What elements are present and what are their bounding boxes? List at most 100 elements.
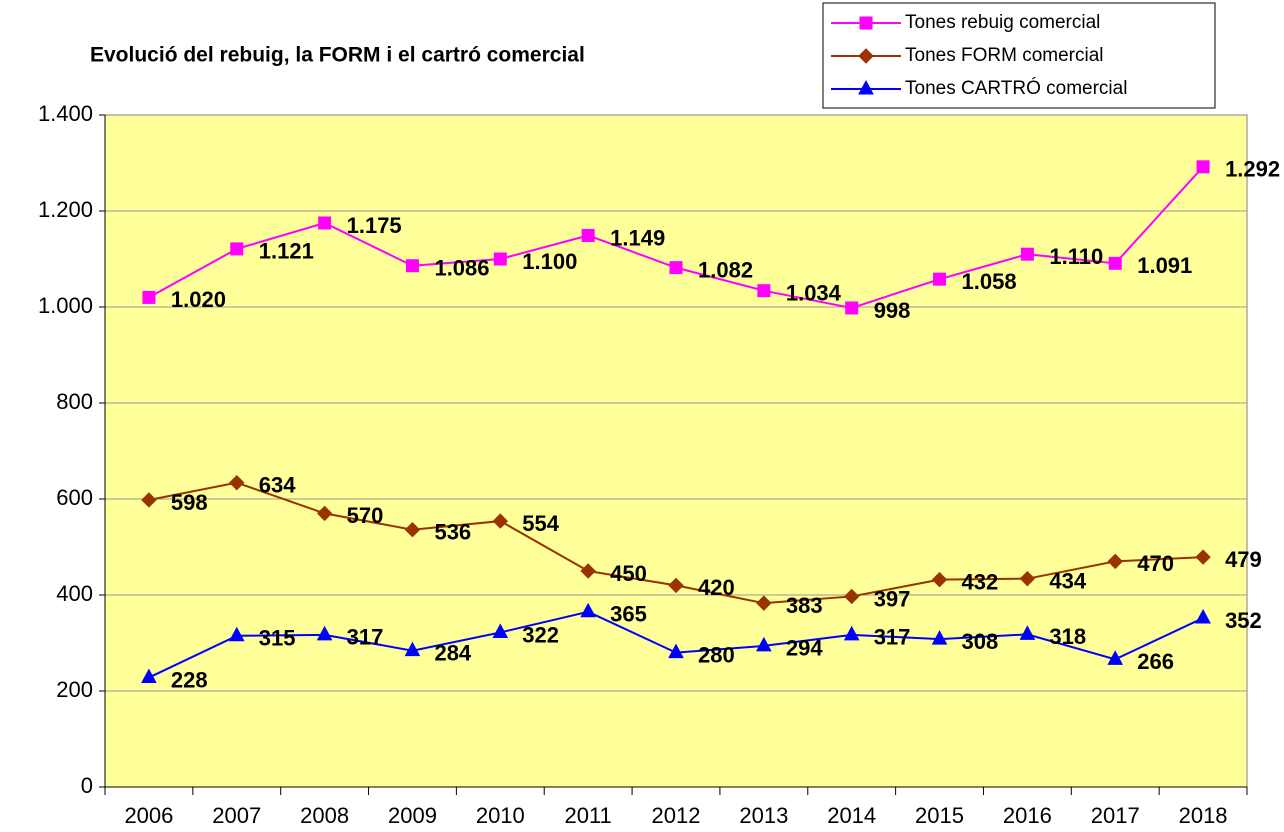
data-point [756, 595, 772, 611]
data-point [931, 571, 948, 588]
x-tick-label: 2013 [739, 803, 788, 828]
data-label: 352 [1225, 608, 1262, 633]
data-point [492, 513, 509, 529]
y-tick-label: 0 [81, 773, 93, 798]
legend-label: Tones FORM comercial [905, 45, 1104, 66]
data-point [230, 242, 244, 256]
data-label: 1.082 [698, 257, 753, 282]
data-point [1108, 256, 1122, 270]
data-label: 598 [171, 490, 208, 515]
data-label: 1.175 [347, 213, 402, 238]
data-point [228, 626, 245, 642]
data-point [1195, 608, 1211, 624]
data-point [668, 577, 684, 594]
data-label: 1.034 [786, 280, 842, 305]
data-point [843, 625, 860, 641]
data-label: 228 [171, 667, 208, 692]
data-point [581, 228, 595, 242]
x-tick-label: 2012 [652, 803, 701, 828]
data-point [1019, 570, 1036, 587]
data-point [580, 563, 596, 579]
data-label: 1.100 [522, 249, 577, 274]
data-point [668, 643, 684, 659]
x-tick-label: 2011 [564, 803, 611, 828]
x-tick-label: 2017 [1091, 803, 1140, 828]
data-point [141, 668, 157, 684]
data-label: 322 [522, 622, 559, 647]
data-label: 383 [786, 593, 823, 618]
data-point [404, 641, 421, 657]
data-label: 1.058 [962, 269, 1017, 294]
data-point [404, 522, 421, 538]
data-label: 570 [347, 503, 384, 528]
legend-marker [858, 48, 874, 64]
y-tick-label: 600 [56, 485, 93, 510]
data-point [757, 284, 771, 298]
data-point [1195, 549, 1211, 565]
data-label: 536 [434, 520, 471, 545]
y-tick-label: 400 [56, 581, 93, 606]
chart-title: Evolució del rebuig, la FORM i el cartró… [90, 44, 585, 67]
data-label: 308 [962, 629, 999, 654]
legend-label: Tones rebuig comercial [905, 12, 1100, 33]
data-point [1196, 160, 1210, 174]
legend-label: Tones CARTRÓ comercial [905, 77, 1127, 99]
data-point [1019, 625, 1036, 640]
data-label: 554 [522, 511, 559, 536]
data-label: 397 [874, 586, 911, 611]
y-tick-label: 1.000 [38, 293, 93, 318]
data-label: 318 [1049, 624, 1086, 649]
data-label: 470 [1137, 551, 1174, 576]
x-tick-label: 2009 [388, 803, 437, 828]
data-label: 998 [874, 298, 911, 323]
data-label: 1.020 [171, 287, 226, 312]
data-label: 280 [698, 642, 735, 667]
data-point [316, 625, 333, 641]
data-label: 432 [962, 569, 999, 594]
data-point [229, 474, 245, 491]
data-label: 365 [610, 602, 647, 627]
data-label: 450 [610, 561, 647, 586]
data-point [142, 290, 156, 304]
data-point [492, 623, 509, 638]
data-point [580, 602, 596, 618]
data-label: 294 [786, 636, 823, 661]
data-point [141, 492, 157, 508]
x-tick-label: 2010 [476, 803, 525, 828]
legend-marker [859, 16, 873, 30]
data-point [933, 272, 947, 286]
data-point [318, 216, 332, 230]
data-point [843, 588, 860, 605]
x-tick-label: 2008 [300, 803, 349, 828]
plot-area [104, 114, 1248, 788]
data-label: 317 [874, 625, 911, 650]
data-label: 317 [347, 625, 384, 650]
y-tick-label: 1.200 [38, 197, 93, 222]
data-label: 1.086 [434, 256, 489, 281]
data-point [1020, 247, 1034, 261]
data-label: 266 [1137, 649, 1174, 674]
legend-marker [858, 79, 874, 95]
data-point [1107, 553, 1123, 570]
data-label: 1.110 [1049, 244, 1103, 269]
y-tick-label: 1.400 [38, 101, 93, 126]
x-tick-label: 2006 [124, 803, 173, 828]
y-tick-label: 800 [56, 389, 93, 414]
data-label: 1.292 [1225, 157, 1280, 182]
x-tick-label: 2015 [915, 803, 964, 828]
data-point [931, 630, 948, 645]
x-tick-label: 2007 [212, 803, 261, 828]
data-label: 1.091 [1137, 253, 1192, 278]
data-point [669, 261, 683, 275]
data-point [1107, 650, 1124, 665]
data-point [405, 259, 419, 273]
y-tick-label: 200 [56, 677, 93, 702]
data-label: 420 [698, 575, 735, 600]
data-point [493, 252, 507, 266]
data-point [756, 636, 772, 652]
data-label: 479 [1225, 547, 1262, 572]
data-label: 315 [259, 626, 296, 651]
x-tick-label: 2018 [1179, 803, 1228, 828]
